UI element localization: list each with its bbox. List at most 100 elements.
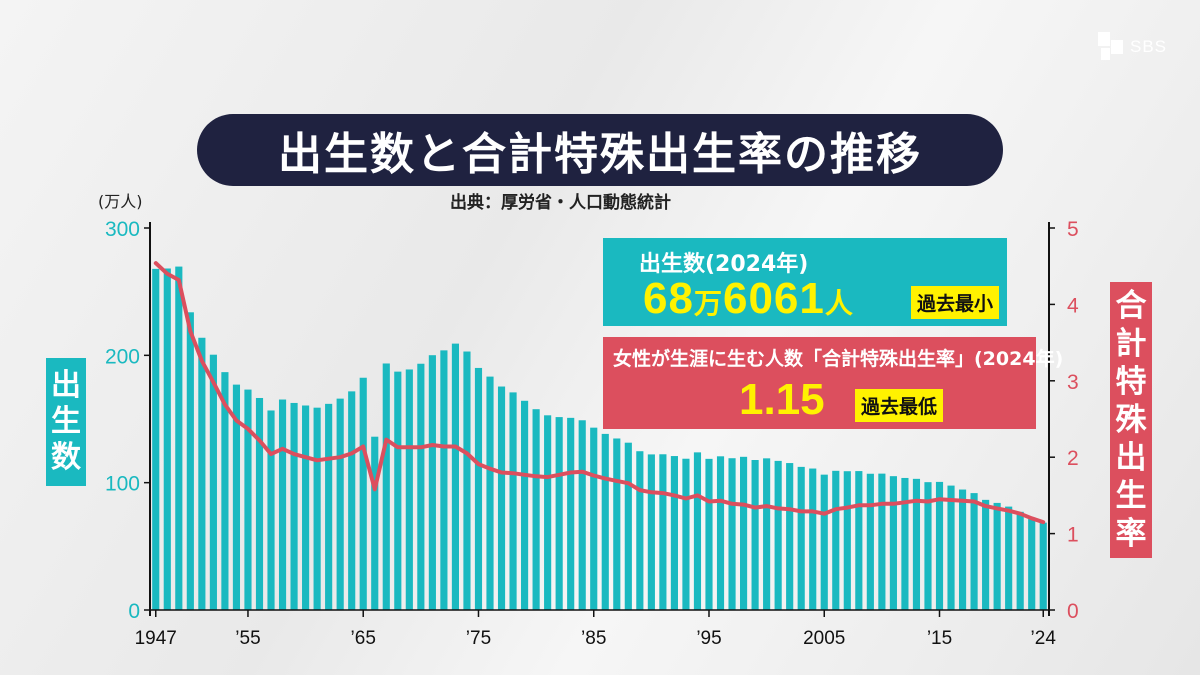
left-tick-label: 100 <box>105 473 140 496</box>
left-axis-title-char: 生 <box>51 404 81 439</box>
bar-births <box>809 468 817 610</box>
tfr-line <box>153 261 1046 525</box>
x-tick-label: ’15 <box>927 628 952 649</box>
bar-births <box>590 427 598 610</box>
bar-births <box>290 402 298 610</box>
bar-births <box>739 456 748 610</box>
logo-text: SBS <box>1130 37 1168 56</box>
left-axis-title: 出 生 数 <box>46 358 86 486</box>
bar-births <box>912 478 921 610</box>
births-value-part: 68 <box>643 274 694 323</box>
bar-births <box>555 417 563 610</box>
bar-births <box>359 377 367 610</box>
bar-births <box>428 355 436 610</box>
bar-births <box>474 367 483 610</box>
right-tick-label: 4 <box>1067 294 1079 317</box>
bar-births <box>486 376 494 610</box>
bar-births <box>221 372 229 610</box>
right-axis-title-char: 生 <box>1115 478 1147 514</box>
bar-births <box>970 493 978 610</box>
bar-births <box>336 398 344 610</box>
births-value-unit: 万 <box>693 288 723 319</box>
bar-births <box>889 476 897 610</box>
x-tick-label: ’65 <box>351 628 376 649</box>
bar-births <box>578 420 586 610</box>
bar-births <box>1005 506 1013 610</box>
bar-births <box>935 481 944 610</box>
bar-births <box>382 363 390 610</box>
source-note: 出典：厚労省・人口動態統計 <box>450 193 671 213</box>
right-tick-label: 1 <box>1067 524 1079 547</box>
bar-births <box>624 442 632 610</box>
bar-births <box>451 343 460 610</box>
right-axis-title: 合 計 特 殊 出 生 率 <box>1110 282 1152 558</box>
right-axis-title-char: 出 <box>1115 440 1147 476</box>
bar-births <box>705 458 713 610</box>
births-callout: 出生数(2024年) 68万6061人 過去最小 <box>603 238 1007 326</box>
bar-births <box>325 403 333 610</box>
right-axis-title-char: 計 <box>1115 326 1147 362</box>
bar-births <box>1016 511 1024 610</box>
left-tick-label: 0 <box>128 600 140 623</box>
right-axis-title-char: 合 <box>1115 288 1147 324</box>
right-axis-title-char: 率 <box>1115 516 1147 552</box>
right-tick-label: 0 <box>1067 600 1079 623</box>
bar-births <box>901 477 909 610</box>
births-value-part: 6061 <box>722 274 825 323</box>
bar-births <box>797 466 805 610</box>
births-value-suffix: 人 <box>824 288 854 319</box>
bar-births <box>267 410 275 610</box>
x-tick-label: ’55 <box>235 628 260 649</box>
bar-births <box>924 482 932 610</box>
bar-births <box>521 400 529 610</box>
bar-births <box>532 409 540 610</box>
births-callout-heading: 出生数(2024年) <box>639 252 809 277</box>
bar-births <box>1039 522 1047 610</box>
bar-births <box>152 268 160 610</box>
left-tick-label: 300 <box>105 218 140 241</box>
left-axis-unit: (万人) <box>98 192 143 211</box>
bar-births <box>313 407 321 610</box>
left-axis-title-char: 出 <box>51 368 81 403</box>
births-callout-value: 68万6061人 <box>643 274 854 324</box>
x-tick-label: ’75 <box>466 628 491 649</box>
bar-births <box>302 405 310 610</box>
bar-births <box>820 474 828 610</box>
x-tick-label: ’95 <box>696 628 721 649</box>
bar-births <box>244 389 252 610</box>
bar-births <box>670 456 678 610</box>
left-axis-title-char: 数 <box>51 440 81 475</box>
bar-births <box>613 438 621 610</box>
bar-births <box>255 397 264 610</box>
bar-births <box>163 268 171 610</box>
bar-births <box>278 399 287 610</box>
tfr-callout-value: 1.15 <box>739 375 825 424</box>
bar-births <box>186 312 194 610</box>
right-axis-title-char: 殊 <box>1115 402 1147 438</box>
bar-births <box>982 499 990 610</box>
tfr-callout-heading: 女性が生涯に生む人数「合計特殊出生率」(2024年) <box>613 348 1064 370</box>
bar-births <box>636 451 644 610</box>
bar-births <box>544 415 552 610</box>
bar-births <box>866 473 874 610</box>
bar-births <box>175 266 183 610</box>
sbs-logo: SBS <box>1098 32 1167 62</box>
sbs-logo-mark-icon <box>1098 32 1124 62</box>
right-tick-label: 2 <box>1067 447 1079 470</box>
bar-births <box>786 463 794 610</box>
bar-births <box>843 471 851 610</box>
x-tick-label: 2005 <box>803 628 845 649</box>
bar-births <box>1028 517 1036 610</box>
bar-births <box>601 433 609 610</box>
bar-births <box>832 470 840 610</box>
bar-births <box>647 454 655 610</box>
bar-births <box>682 458 690 610</box>
x-tick-label: ’24 <box>1031 628 1057 649</box>
bar-births <box>878 473 886 610</box>
bar-births <box>417 363 425 610</box>
x-tick-label: ’85 <box>581 628 606 649</box>
bar-births <box>728 458 736 610</box>
x-tick-label: 1947 <box>135 628 177 649</box>
left-tick-label: 200 <box>105 345 140 368</box>
